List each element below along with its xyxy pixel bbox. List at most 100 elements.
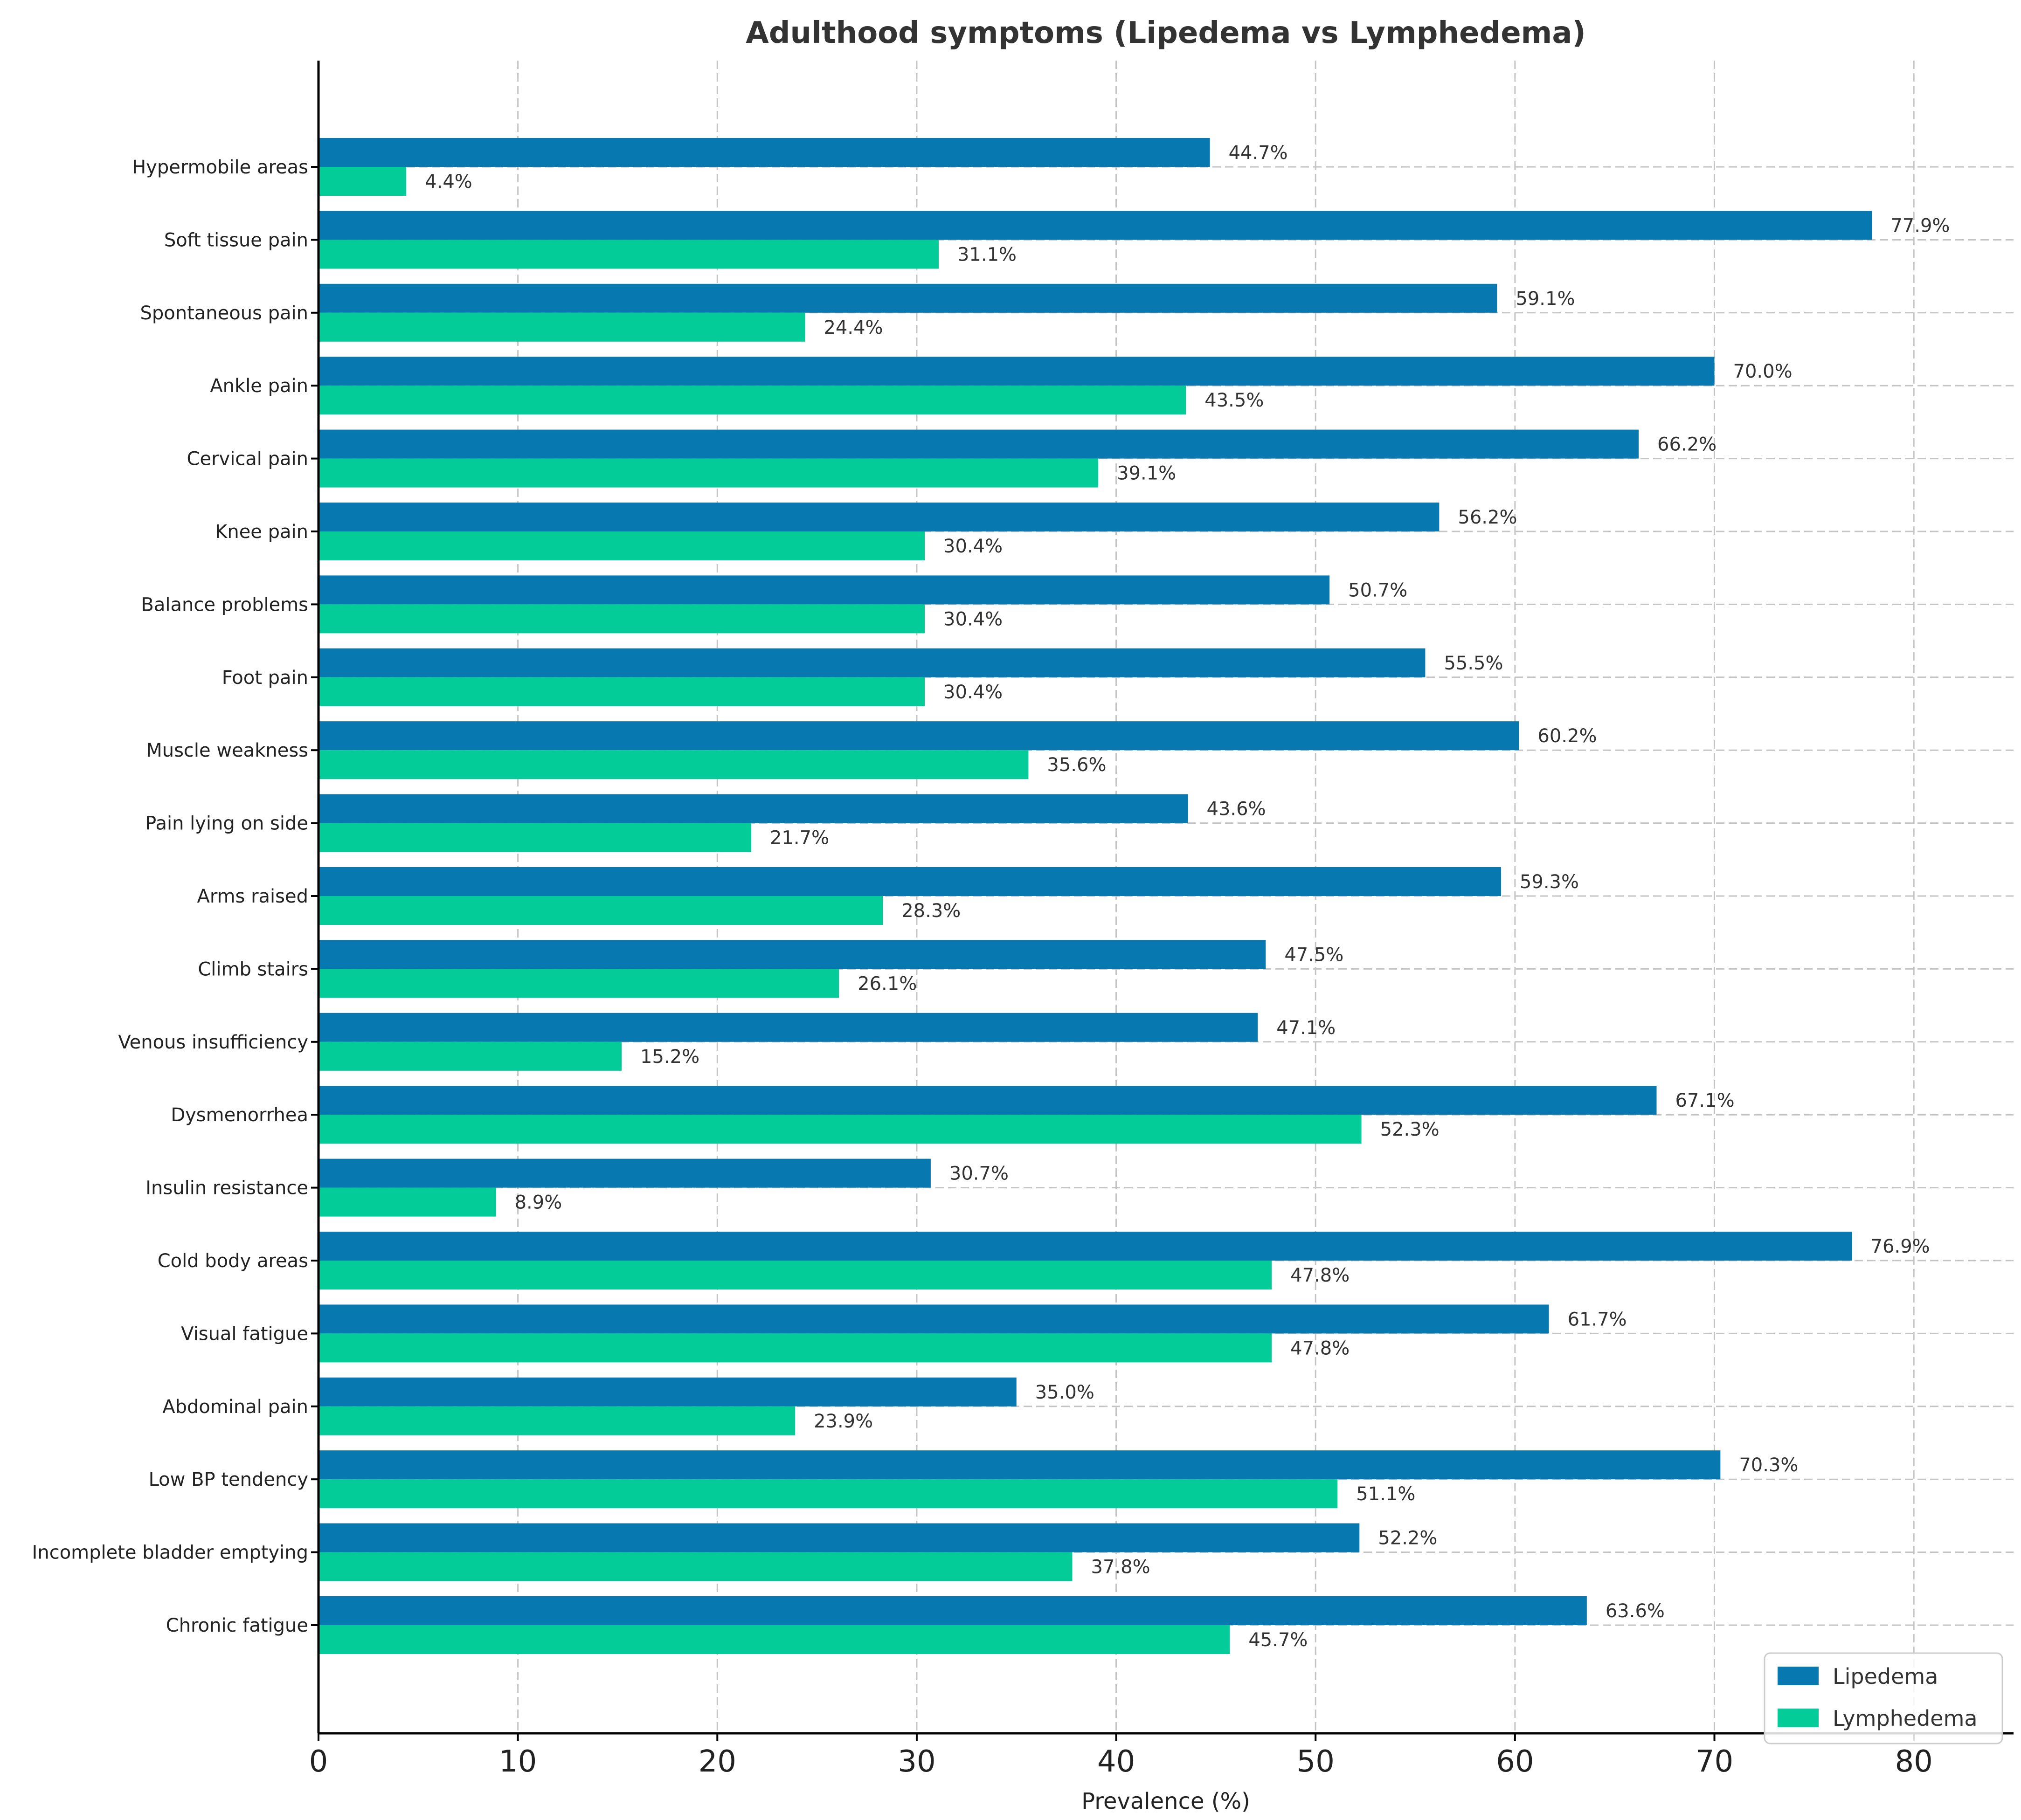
data-label-lymphedema: 4.4% bbox=[425, 171, 472, 193]
category-label: Foot pain bbox=[222, 667, 308, 689]
axes-layer: 0 10 20 30 40 50 60 70 80 bbox=[309, 61, 2014, 1779]
data-label-lipedema: 77.9% bbox=[1890, 215, 1950, 236]
bar-lymphedema bbox=[318, 677, 925, 706]
category-label: Spontaneous pain bbox=[140, 303, 308, 324]
data-label-lipedema: 66.2% bbox=[1657, 434, 1716, 455]
data-label-lipedema: 50.7% bbox=[1348, 579, 1407, 601]
category-label: Cervical pain bbox=[187, 448, 308, 470]
bar-lipedema bbox=[318, 138, 1210, 167]
x-tick-label: 0 bbox=[309, 1744, 328, 1779]
bar-lipedema bbox=[318, 1596, 1587, 1625]
bar-lymphedema bbox=[318, 1115, 1362, 1144]
bar-lymphedema bbox=[318, 240, 939, 269]
category-label: Insulin resistance bbox=[145, 1178, 308, 1199]
data-label-lipedema: 70.0% bbox=[1733, 361, 1793, 382]
data-label-lipedema: 30.7% bbox=[949, 1163, 1009, 1185]
data-label-lymphedema: 51.1% bbox=[1356, 1483, 1415, 1505]
bar-lipedema bbox=[318, 1304, 1549, 1334]
data-label-lipedema: 70.3% bbox=[1739, 1455, 1798, 1476]
bar-lymphedema bbox=[318, 823, 751, 852]
x-tick-label: 70 bbox=[1696, 1744, 1733, 1779]
data-label-lipedema: 44.7% bbox=[1229, 142, 1288, 164]
bar-lymphedema bbox=[318, 1333, 1272, 1363]
data-label-lipedema: 52.2% bbox=[1378, 1528, 1437, 1549]
data-label-lipedema: 63.6% bbox=[1606, 1600, 1665, 1622]
bar-lipedema bbox=[318, 1158, 931, 1188]
data-label-lymphedema: 15.2% bbox=[640, 1046, 699, 1068]
data-label-lymphedema: 52.3% bbox=[1380, 1119, 1440, 1140]
category-label: Hypermobile areas bbox=[132, 157, 308, 178]
bar-lymphedema bbox=[318, 969, 839, 998]
bar-lipedema bbox=[318, 575, 1330, 605]
bar-lipedema bbox=[318, 1450, 1721, 1480]
legend-swatch-lipedema bbox=[1778, 1667, 1819, 1685]
data-label-lymphedema: 8.9% bbox=[515, 1192, 562, 1213]
bar-lymphedema bbox=[318, 386, 1186, 415]
bar-lymphedema bbox=[318, 750, 1029, 779]
x-tick-label: 30 bbox=[898, 1744, 935, 1779]
category-label: Muscle weakness bbox=[146, 740, 308, 761]
x-tick-label: 50 bbox=[1297, 1744, 1335, 1779]
data-label-lymphedema: 24.4% bbox=[824, 317, 883, 338]
bar-lymphedema bbox=[318, 1552, 1073, 1581]
bar-lymphedema bbox=[318, 896, 883, 925]
category-label: Incomplete bladder emptying bbox=[32, 1542, 308, 1564]
data-label-lymphedema: 26.1% bbox=[858, 973, 917, 994]
data-label-lymphedema: 47.8% bbox=[1290, 1337, 1350, 1359]
data-label-lymphedema: 43.5% bbox=[1204, 390, 1264, 411]
legend-label-lipedema: Lipedema bbox=[1833, 1664, 1938, 1689]
data-label-lipedema: 35.0% bbox=[1035, 1382, 1094, 1403]
data-label-lymphedema: 23.9% bbox=[814, 1411, 873, 1432]
bar-lipedema bbox=[318, 1377, 1017, 1406]
category-label: Soft tissue pain bbox=[164, 229, 308, 251]
bar-lymphedema bbox=[318, 458, 1099, 488]
bar-lipedema bbox=[318, 721, 1519, 751]
data-label-lipedema: 67.1% bbox=[1675, 1090, 1735, 1111]
category-label: Low BP tendency bbox=[149, 1469, 308, 1490]
x-tick-label: 40 bbox=[1097, 1744, 1135, 1779]
x-tick-label: 60 bbox=[1496, 1744, 1534, 1779]
data-label-lipedema: 59.3% bbox=[1520, 871, 1579, 893]
data-label-lipedema: 47.5% bbox=[1284, 944, 1343, 965]
x-axis-label: Prevalence (%) bbox=[1081, 1788, 1250, 1814]
data-label-lymphedema: 39.1% bbox=[1117, 463, 1176, 484]
category-label: Climb stairs bbox=[198, 958, 308, 980]
bar-lipedema bbox=[318, 211, 1872, 240]
legend: Lipedema Lymphedema bbox=[1764, 1652, 2003, 1744]
bar-lymphedema bbox=[318, 1187, 496, 1217]
data-label-lipedema: 60.2% bbox=[1537, 725, 1597, 747]
bar-lipedema bbox=[318, 1232, 1852, 1261]
data-label-lymphedema: 35.6% bbox=[1047, 754, 1106, 776]
bar-lipedema bbox=[318, 794, 1188, 823]
category-label: Venous insufficiency bbox=[118, 1032, 308, 1053]
data-label-lymphedema: 31.1% bbox=[957, 244, 1017, 265]
legend-box bbox=[1764, 1652, 2003, 1744]
category-label: Chronic fatigue bbox=[166, 1615, 308, 1636]
category-label: Dysmenorrhea bbox=[171, 1104, 308, 1126]
legend-label-lymphedema: Lymphedema bbox=[1833, 1706, 1978, 1731]
data-label-lymphedema: 28.3% bbox=[901, 900, 961, 922]
data-label-lipedema: 76.9% bbox=[1871, 1236, 1930, 1257]
bar-lipedema bbox=[318, 357, 1715, 386]
bar-lipedema bbox=[318, 1086, 1657, 1115]
bar-lymphedema bbox=[318, 604, 925, 634]
x-tick-label: 10 bbox=[499, 1744, 537, 1779]
bar-lipedema bbox=[318, 429, 1639, 459]
bar-lipedema bbox=[318, 283, 1497, 313]
data-label-lymphedema: 30.4% bbox=[943, 608, 1003, 630]
data-label-lipedema: 47.1% bbox=[1276, 1017, 1336, 1039]
bar-lipedema bbox=[318, 1523, 1360, 1552]
bar-lipedema bbox=[318, 1013, 1258, 1042]
bar-lymphedema bbox=[318, 167, 407, 196]
bar-lipedema bbox=[318, 940, 1266, 969]
data-label-lymphedema: 30.4% bbox=[943, 682, 1003, 703]
bar-lymphedema bbox=[318, 531, 925, 560]
x-tick-label: 80 bbox=[1895, 1744, 1932, 1779]
category-label: Knee pain bbox=[215, 521, 308, 543]
data-label-lipedema: 55.5% bbox=[1444, 653, 1503, 674]
data-label-lymphedema: 21.7% bbox=[770, 827, 829, 849]
data-label-lipedema: 61.7% bbox=[1568, 1309, 1627, 1330]
bar-lymphedema bbox=[318, 1041, 622, 1071]
data-label-lymphedema: 47.8% bbox=[1290, 1265, 1350, 1286]
